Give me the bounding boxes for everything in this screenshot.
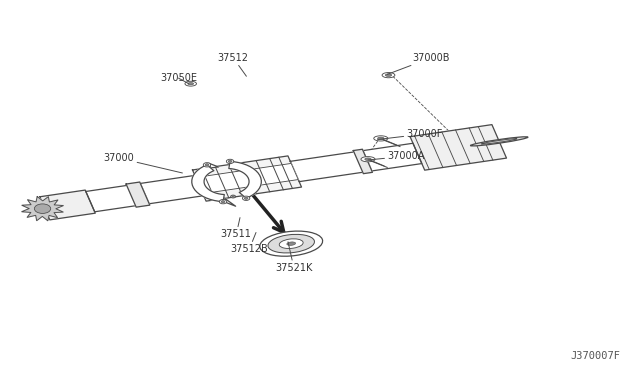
- Polygon shape: [193, 156, 301, 201]
- Ellipse shape: [188, 83, 193, 85]
- Ellipse shape: [481, 139, 517, 144]
- Circle shape: [232, 196, 234, 197]
- Polygon shape: [126, 182, 150, 207]
- Polygon shape: [196, 163, 298, 194]
- Ellipse shape: [470, 137, 528, 146]
- Polygon shape: [40, 190, 95, 220]
- Ellipse shape: [287, 242, 296, 246]
- Text: 37000F: 37000F: [378, 129, 443, 140]
- Circle shape: [230, 195, 236, 198]
- Polygon shape: [209, 163, 218, 168]
- Text: 37512B: 37512B: [230, 232, 268, 254]
- Polygon shape: [353, 149, 372, 174]
- Circle shape: [227, 159, 234, 164]
- Circle shape: [228, 160, 232, 163]
- Ellipse shape: [374, 136, 388, 141]
- Polygon shape: [291, 151, 367, 182]
- Polygon shape: [22, 196, 63, 221]
- Text: 37000B: 37000B: [387, 53, 451, 74]
- Text: 37050E: 37050E: [160, 73, 197, 84]
- Text: 37512: 37512: [218, 53, 248, 76]
- Polygon shape: [86, 185, 140, 212]
- Circle shape: [204, 163, 211, 167]
- Text: 37511: 37511: [221, 218, 252, 239]
- Circle shape: [35, 204, 51, 214]
- Circle shape: [243, 196, 250, 201]
- Text: 37000A: 37000A: [368, 151, 424, 161]
- Polygon shape: [224, 198, 236, 206]
- Polygon shape: [229, 161, 261, 198]
- Polygon shape: [192, 165, 224, 202]
- Polygon shape: [140, 176, 204, 204]
- Ellipse shape: [378, 137, 384, 140]
- Ellipse shape: [361, 157, 375, 162]
- Circle shape: [205, 164, 209, 166]
- Circle shape: [221, 201, 225, 203]
- Ellipse shape: [365, 158, 371, 161]
- Text: 37521K: 37521K: [275, 242, 312, 273]
- Circle shape: [244, 197, 248, 199]
- Circle shape: [220, 199, 227, 204]
- Ellipse shape: [185, 81, 196, 86]
- Ellipse shape: [385, 74, 392, 77]
- Polygon shape: [410, 125, 506, 170]
- Ellipse shape: [268, 234, 314, 253]
- Ellipse shape: [279, 239, 303, 248]
- Ellipse shape: [260, 231, 323, 256]
- Polygon shape: [363, 143, 422, 171]
- Text: J370007F: J370007F: [571, 351, 621, 361]
- Text: 37000: 37000: [104, 153, 182, 173]
- Ellipse shape: [382, 73, 395, 78]
